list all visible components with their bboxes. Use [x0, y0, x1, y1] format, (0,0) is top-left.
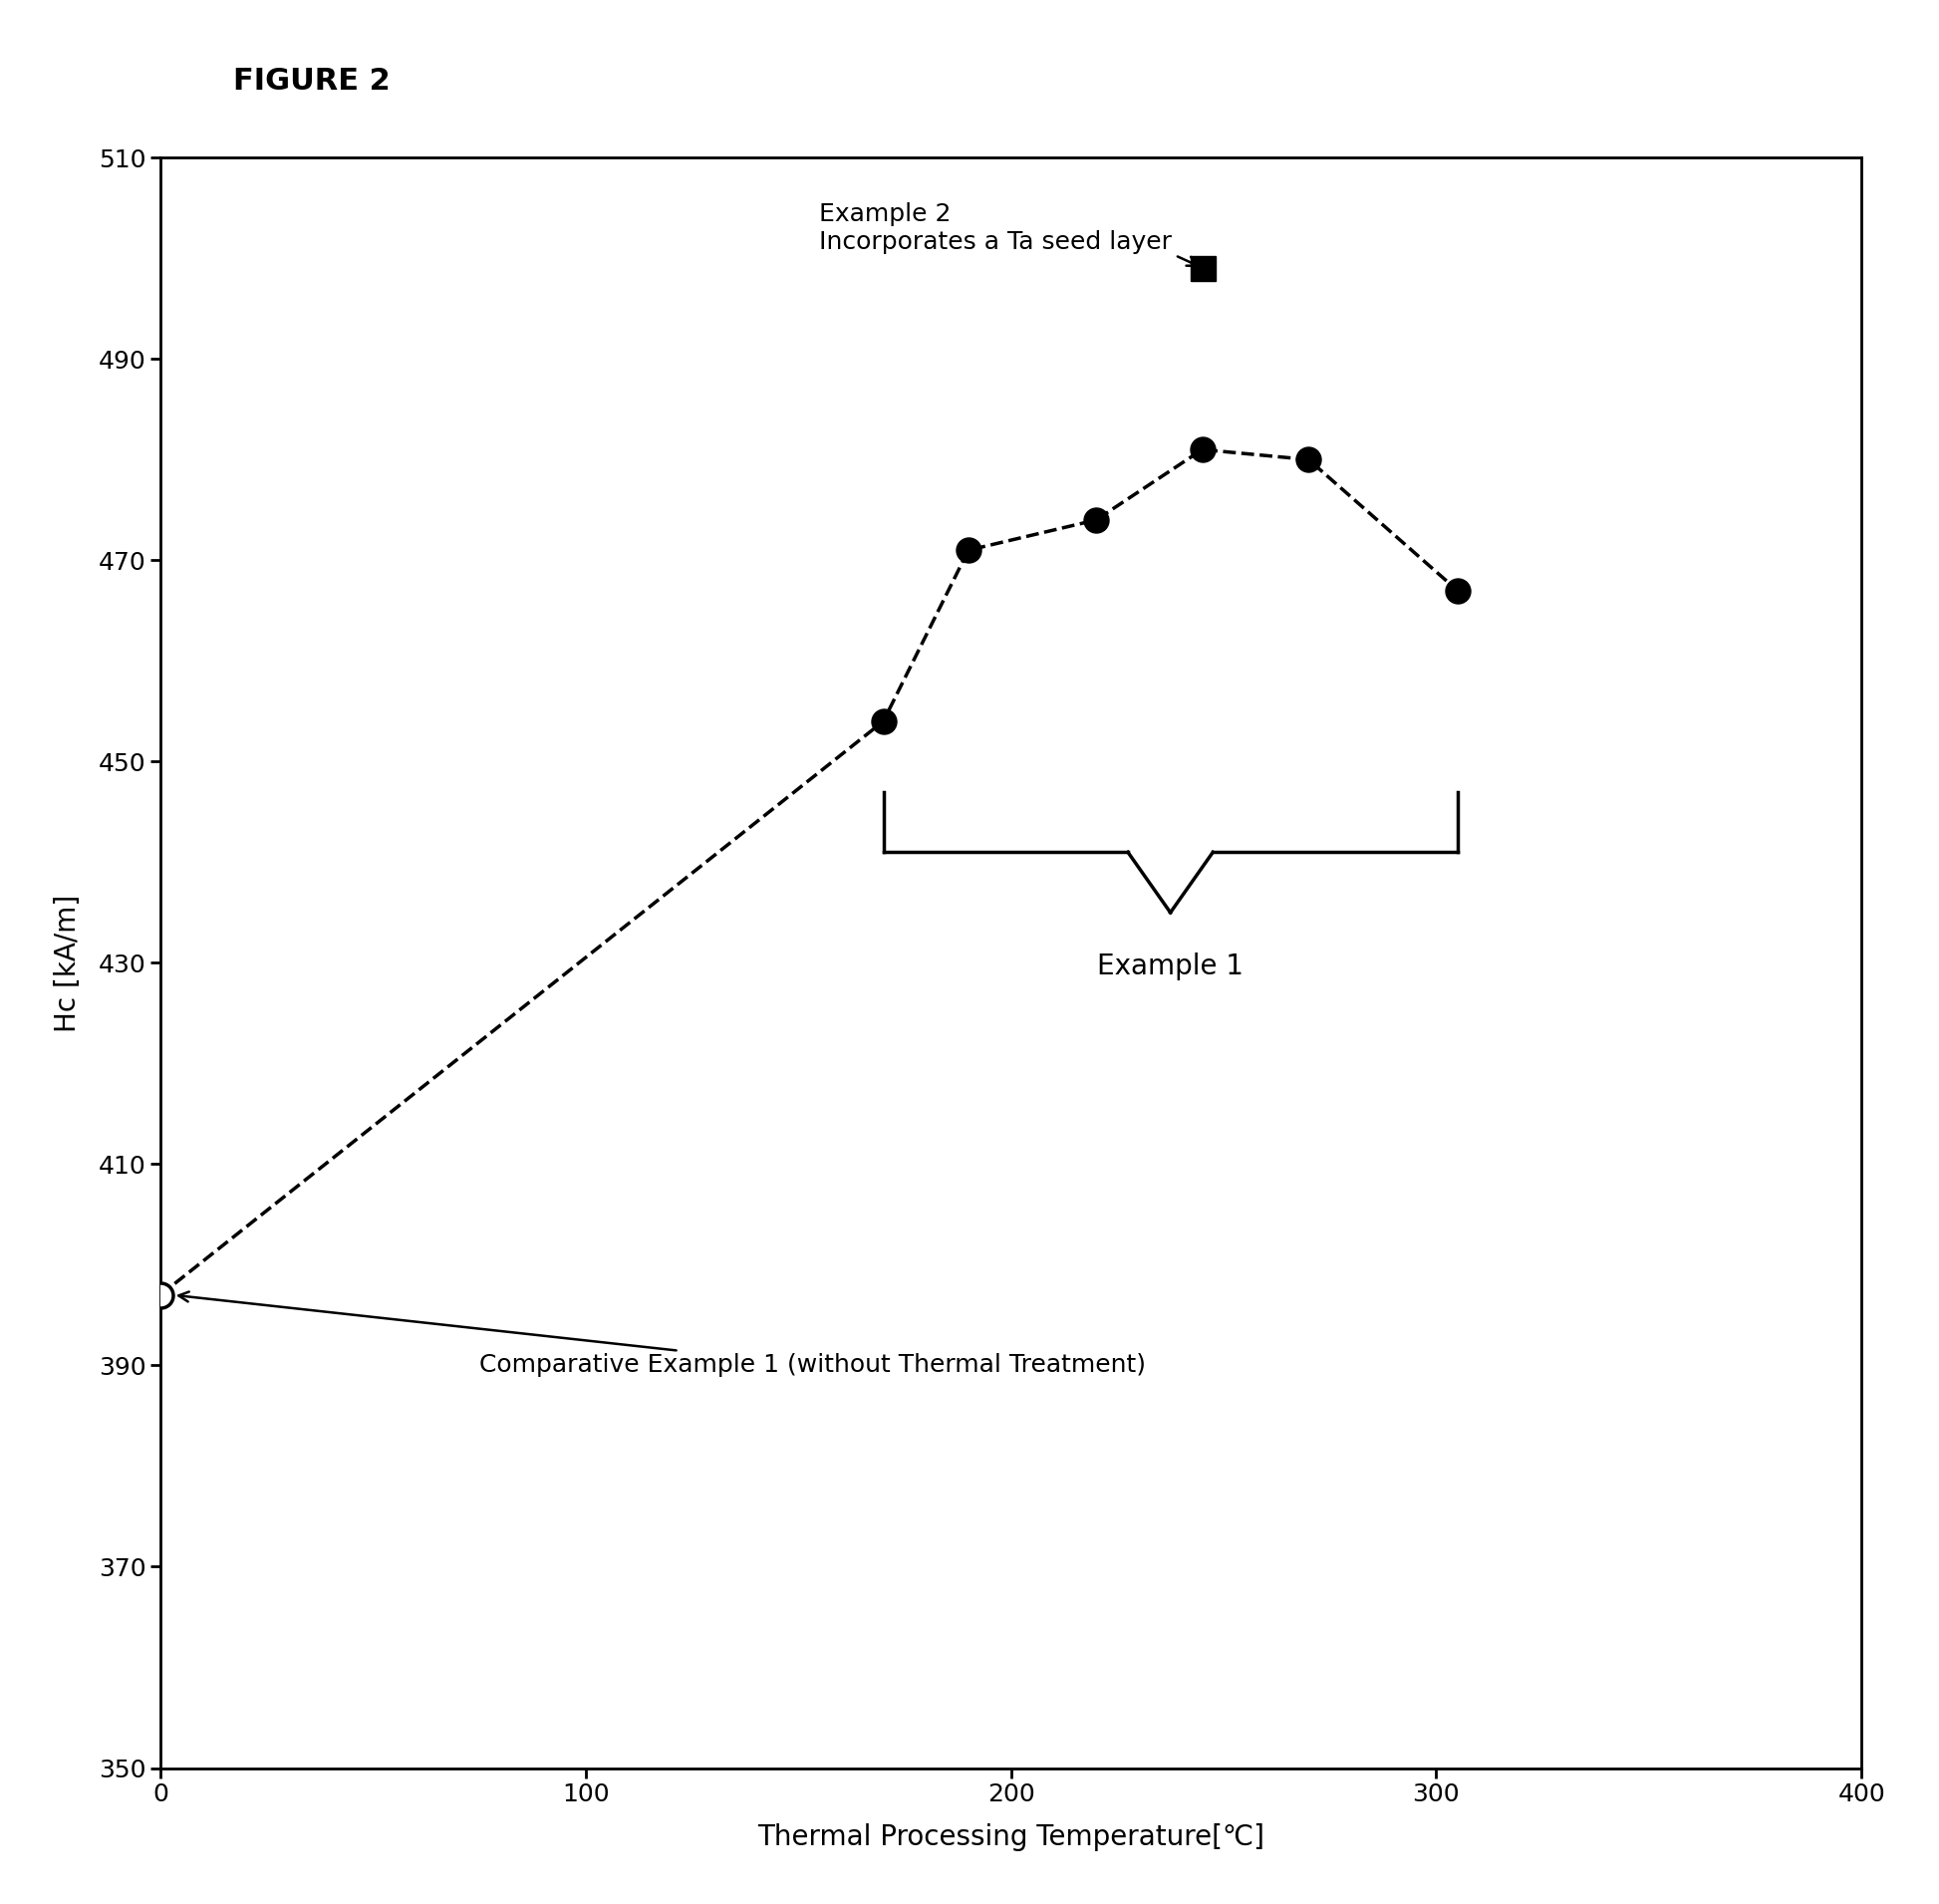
- Text: Example 1: Example 1: [1097, 952, 1243, 981]
- Text: Comparative Example 1 (without Thermal Treatment): Comparative Example 1 (without Thermal T…: [178, 1291, 1146, 1377]
- Text: Example 2
Incorporates a Ta seed layer: Example 2 Incorporates a Ta seed layer: [820, 202, 1198, 267]
- Text: FIGURE 2: FIGURE 2: [233, 67, 390, 95]
- Y-axis label: Hc [kA/m]: Hc [kA/m]: [54, 895, 81, 1032]
- X-axis label: Thermal Processing Temperature[℃]: Thermal Processing Temperature[℃]: [758, 1822, 1264, 1851]
